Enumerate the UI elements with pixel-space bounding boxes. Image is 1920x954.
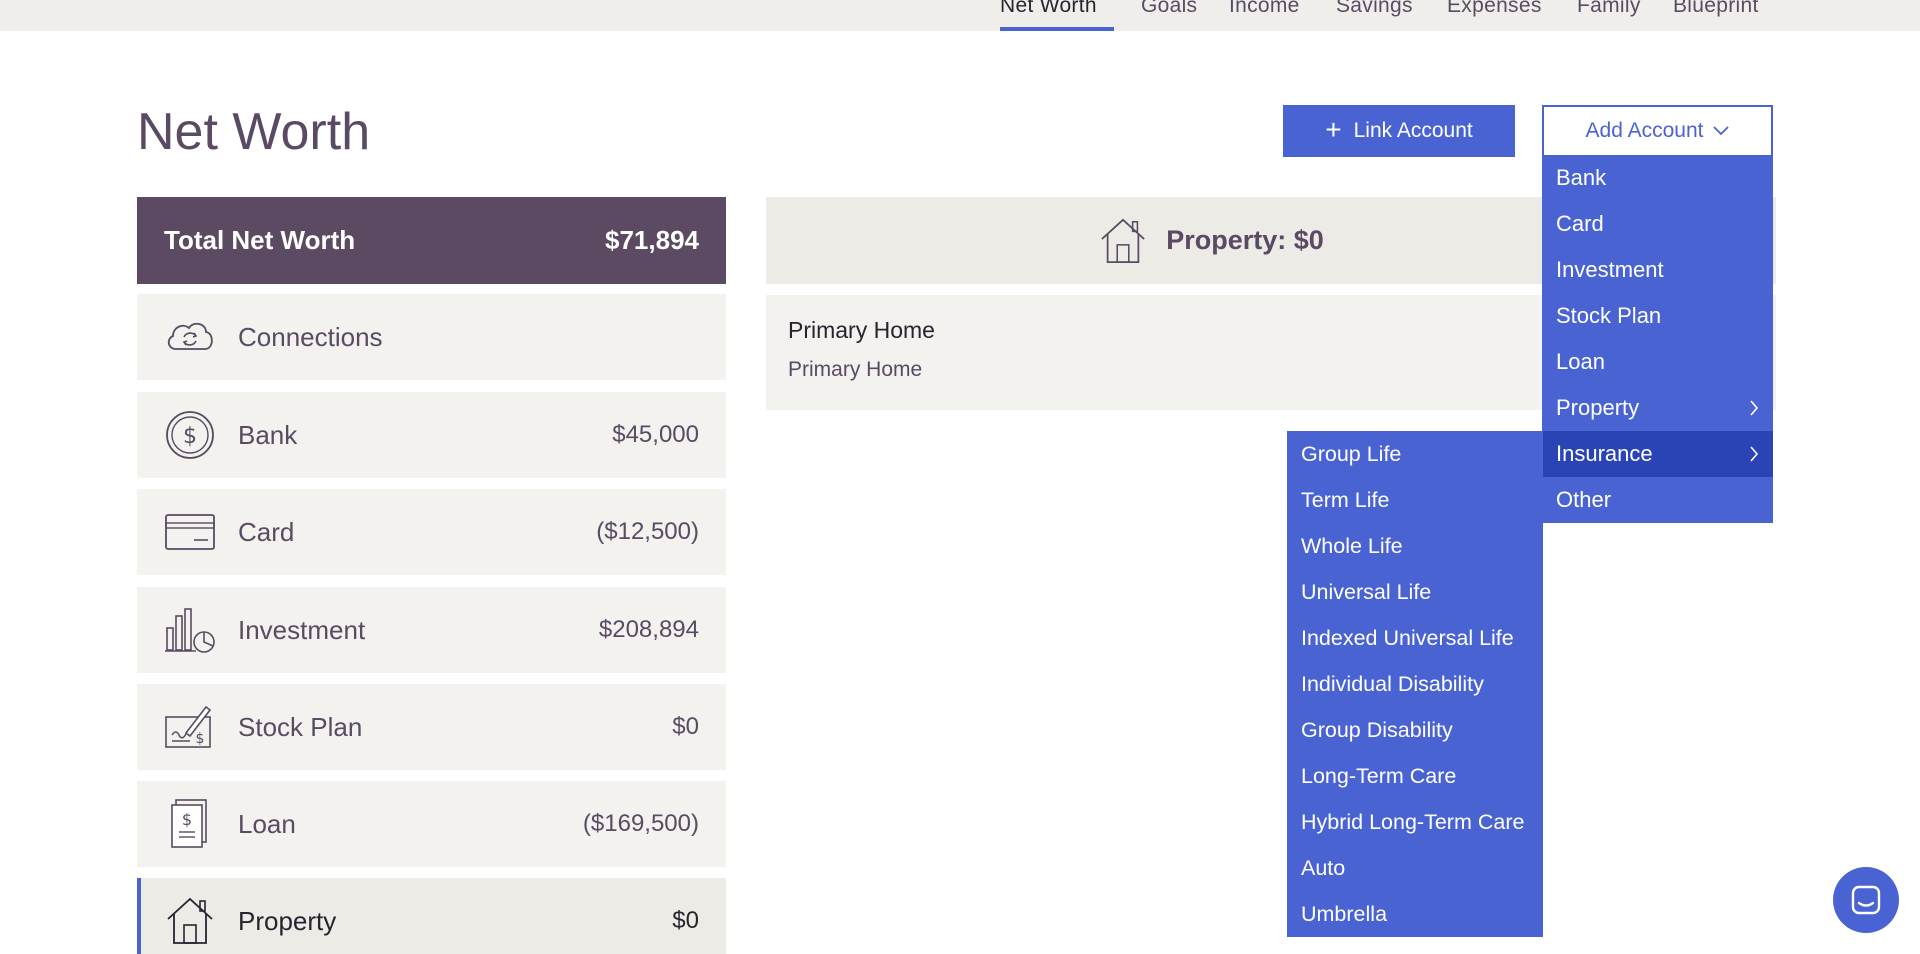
menu-item-investment[interactable]: Investment xyxy=(1542,247,1773,293)
menu-item-label: Bank xyxy=(1556,165,1607,190)
account-row-stock-plan[interactable]: $ Stock Plan $0 xyxy=(137,684,726,770)
add-account-button[interactable]: Add Account xyxy=(1542,105,1773,157)
chevron-right-icon xyxy=(1750,400,1759,416)
menu-item-label: Investment xyxy=(1556,257,1664,282)
account-name: Connections xyxy=(238,321,383,352)
menu-item-insurance[interactable]: Insurance xyxy=(1542,431,1773,477)
submenu-item[interactable]: Term Life xyxy=(1301,487,1390,512)
tab-savings[interactable]: Savings xyxy=(1336,0,1413,17)
account-name: Loan xyxy=(238,808,296,839)
credit-card-icon xyxy=(164,506,216,558)
tab-expenses[interactable]: Expenses xyxy=(1447,0,1542,17)
total-label: Total Net Worth xyxy=(164,225,356,255)
chat-icon xyxy=(1851,885,1881,915)
account-value: $45,000 xyxy=(612,421,699,448)
cloud-sync-icon xyxy=(164,311,216,363)
account-value: $0 xyxy=(672,907,699,934)
menu-item-label: Card xyxy=(1556,211,1604,236)
submenu-item[interactable]: Hybrid Long-Term Care xyxy=(1301,809,1525,834)
menu-item-bank[interactable]: Bank xyxy=(1542,155,1773,201)
submenu-item[interactable]: Umbrella xyxy=(1301,901,1388,926)
account-name: Bank xyxy=(238,419,298,450)
account-row-property[interactable]: Property $0 xyxy=(137,878,726,954)
chevron-right-icon xyxy=(1750,446,1759,462)
account-name: Card xyxy=(238,516,295,547)
tab-income[interactable]: Income xyxy=(1229,0,1300,17)
account-name: Property xyxy=(238,905,337,936)
account-row-connections[interactable]: Connections xyxy=(137,294,726,380)
property-item-subtitle: Primary Home xyxy=(788,358,923,381)
svg-text:$: $ xyxy=(183,424,197,449)
page-title: Net Worth xyxy=(137,103,371,161)
top-navigation: Net Worth Goals Income Savings Expenses … xyxy=(0,0,1920,31)
house-icon xyxy=(1101,218,1145,263)
submenu-item[interactable]: Long-Term Care xyxy=(1301,763,1457,788)
signed-check-icon: $ xyxy=(164,701,216,753)
tab-blueprint[interactable]: Blueprint xyxy=(1673,0,1759,17)
menu-item-loan[interactable]: Loan xyxy=(1542,339,1773,385)
menu-item-property[interactable]: Property xyxy=(1542,385,1773,431)
svg-text:$: $ xyxy=(196,731,205,747)
account-row-investment[interactable]: Investment $208,894 xyxy=(137,587,726,673)
link-account-label: Link Account xyxy=(1353,119,1473,142)
tab-net-worth[interactable]: Net Worth xyxy=(1000,0,1097,17)
account-row-loan[interactable]: $ Loan ($169,500) xyxy=(137,781,726,867)
dollar-coin-icon: $ xyxy=(164,409,216,461)
menu-item-label: Loan xyxy=(1556,349,1605,374)
total-net-worth: Total Net Worth $71,894 xyxy=(137,197,726,284)
active-tab-indicator xyxy=(1000,27,1114,31)
total-value: $71,894 xyxy=(605,225,699,255)
link-account-button[interactable]: + Link Account xyxy=(1283,105,1515,157)
account-value: ($169,500) xyxy=(582,810,699,837)
chat-launcher-button[interactable] xyxy=(1833,867,1899,933)
submenu-item[interactable]: Individual Disability xyxy=(1301,671,1484,696)
account-value: ($12,500) xyxy=(596,518,699,545)
chevron-down-icon xyxy=(1713,126,1730,136)
account-value: $208,894 xyxy=(598,616,699,643)
menu-item-stock-plan[interactable]: Stock Plan xyxy=(1542,293,1773,339)
menu-item-label: Stock Plan xyxy=(1556,303,1662,328)
property-item-title: Primary Home xyxy=(788,317,935,343)
submenu-item[interactable]: Universal Life xyxy=(1301,579,1432,604)
menu-item-other[interactable]: Other xyxy=(1542,477,1773,523)
submenu-item[interactable]: Auto xyxy=(1301,855,1346,880)
menu-item-card[interactable]: Card xyxy=(1542,201,1773,247)
account-value: $0 xyxy=(672,713,699,740)
plus-icon: + xyxy=(1325,113,1342,145)
menu-item-label: Property xyxy=(1556,395,1640,420)
house-icon xyxy=(164,895,216,947)
account-name: Investment xyxy=(238,614,366,645)
menu-item-label: Insurance xyxy=(1556,441,1653,466)
submenu-item[interactable]: Indexed Universal Life xyxy=(1301,625,1514,650)
insurance-submenu: Group Life Term Life Whole Life Universa… xyxy=(1287,431,1543,937)
investment-chart-icon xyxy=(164,604,216,656)
account-name: Stock Plan xyxy=(238,711,363,742)
property-panel-title: Property: $0 xyxy=(1166,225,1324,255)
add-account-label: Add Account xyxy=(1585,119,1704,142)
submenu-item[interactable]: Group Life xyxy=(1301,441,1402,466)
add-account-menu: Bank Card Investment Stock Plan Loan Pro… xyxy=(1542,155,1773,523)
submenu-item[interactable]: Group Disability xyxy=(1301,717,1453,742)
submenu-item[interactable]: Whole Life xyxy=(1301,533,1403,558)
menu-item-label: Other xyxy=(1556,487,1612,512)
tab-goals[interactable]: Goals xyxy=(1141,0,1198,17)
account-row-bank[interactable]: $ Bank $45,000 xyxy=(137,392,726,478)
tab-family[interactable]: Family xyxy=(1577,0,1641,17)
account-row-card[interactable]: Card ($12,500) xyxy=(137,489,726,575)
loan-document-icon: $ xyxy=(164,798,216,850)
svg-text:$: $ xyxy=(182,810,192,829)
